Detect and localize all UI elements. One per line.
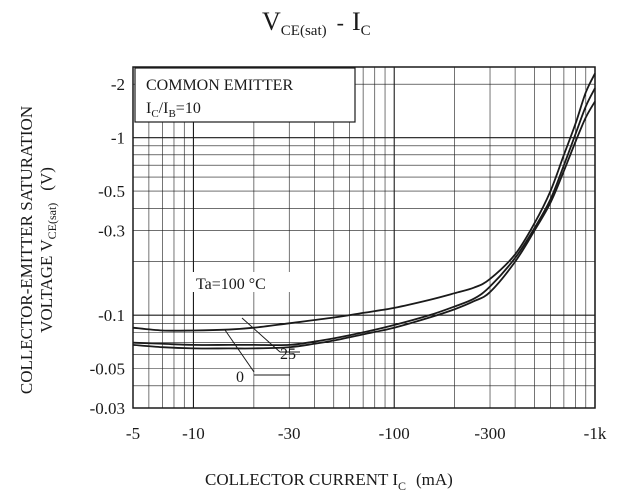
y-axis-label-line1: COLLECTOR-EMITTER SATURATION: [17, 106, 36, 394]
y-tick-label: -2: [111, 75, 125, 94]
y-tick-label: -0.3: [98, 221, 125, 240]
x-tick-label: -300: [474, 424, 505, 443]
curves: [132, 73, 596, 350]
series-line-25: [132, 87, 596, 347]
y-tick-label: -0.5: [98, 182, 125, 201]
title-separator: -: [337, 10, 344, 35]
y-tick-label: -0.05: [90, 360, 125, 379]
x-tick-label: -10: [182, 424, 205, 443]
legend-box-frame: [134, 67, 356, 123]
annotation-25-leader: [241, 317, 281, 353]
series-line-0: [132, 100, 596, 350]
title-main-subscript: CE(sat): [281, 23, 327, 39]
legend-box: COMMON EMITTER IC/IB=10: [134, 67, 356, 123]
annotation-ta-100: Ta=100 °C: [196, 276, 266, 293]
legend-line1: COMMON EMITTER: [146, 77, 293, 94]
annotation-25: 25: [280, 346, 296, 363]
x-axis-label: COLLECTOR CURRENT IC (mA): [205, 470, 453, 492]
annotation-0: 0: [236, 369, 244, 386]
title-second-subscript: C: [361, 23, 371, 39]
y-tick-label: -0.03: [90, 399, 125, 418]
x-tick-label: -5: [126, 424, 140, 443]
y-tick-label: -0.1: [98, 306, 125, 325]
plot-frame: [132, 66, 596, 409]
tick-labels: -5 -10 -30 -100 -300 -1k -2 -1 -0.5 -0.3 -0.1 -0.05…: [90, 75, 607, 443]
legend-line2: IC/IB=10: [146, 100, 201, 120]
x-tick-label: -30: [278, 424, 301, 443]
y-tick-label: -1: [111, 129, 125, 148]
x-tick-label: -1k: [584, 424, 607, 443]
y-axis-label-line2: VOLTAGE VCE(sat)(V): [37, 167, 59, 333]
annotation-100-bg: [192, 272, 294, 292]
y-axis-label: COLLECTOR-EMITTER SATURATION VOLTAGE VCE…: [17, 106, 59, 394]
series-annotations: Ta=100 °C 25 0: [192, 272, 300, 386]
annotation-0-leader: [224, 329, 255, 373]
x-tick-label: -100: [379, 424, 410, 443]
title-second: I: [352, 7, 361, 36]
chart-title: VCE(sat) - IC: [262, 7, 371, 39]
title-main: V: [262, 7, 281, 36]
series-line-ta-100: [132, 73, 596, 332]
